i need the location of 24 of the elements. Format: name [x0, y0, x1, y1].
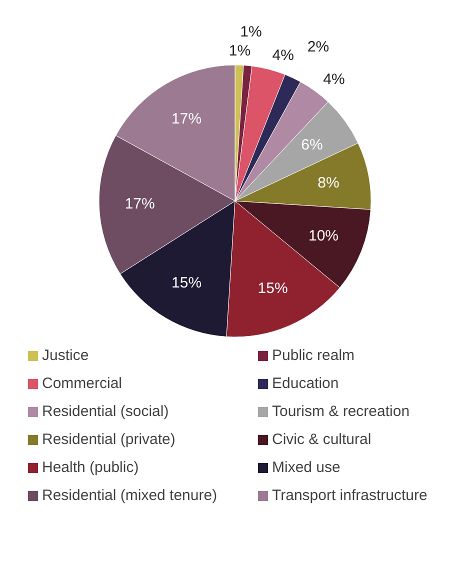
- data-label: 17%: [124, 195, 155, 212]
- legend-label: Education: [272, 375, 339, 392]
- data-label: 8%: [318, 174, 340, 192]
- data-label: 4%: [272, 47, 294, 64]
- legend-label: Health (public): [42, 459, 139, 476]
- data-label: 6%: [301, 136, 323, 154]
- legend-label: Justice: [42, 347, 89, 364]
- legend-label: Mixed use: [272, 459, 340, 476]
- legend-label: Tourism & recreation: [272, 403, 410, 420]
- legend-label: Civic & cultural: [272, 431, 372, 448]
- data-label: 15%: [258, 280, 288, 297]
- legend-label: Public realm: [272, 347, 355, 364]
- data-label: 1%: [228, 42, 251, 60]
- data-label: 10%: [308, 228, 339, 245]
- data-label: 15%: [172, 274, 202, 292]
- data-label: 1%: [240, 23, 262, 40]
- data-label: 4%: [323, 71, 345, 88]
- legend-label: Commercial: [42, 375, 122, 392]
- legend-label: Residential (social): [42, 403, 169, 420]
- data-label: 17%: [172, 110, 202, 128]
- legend-label: Residential (mixed tenure): [42, 487, 218, 504]
- data-label: 2%: [307, 38, 330, 56]
- legend-label: Residential (private): [42, 431, 176, 448]
- legend-label: Transport infrastructure: [272, 487, 428, 504]
